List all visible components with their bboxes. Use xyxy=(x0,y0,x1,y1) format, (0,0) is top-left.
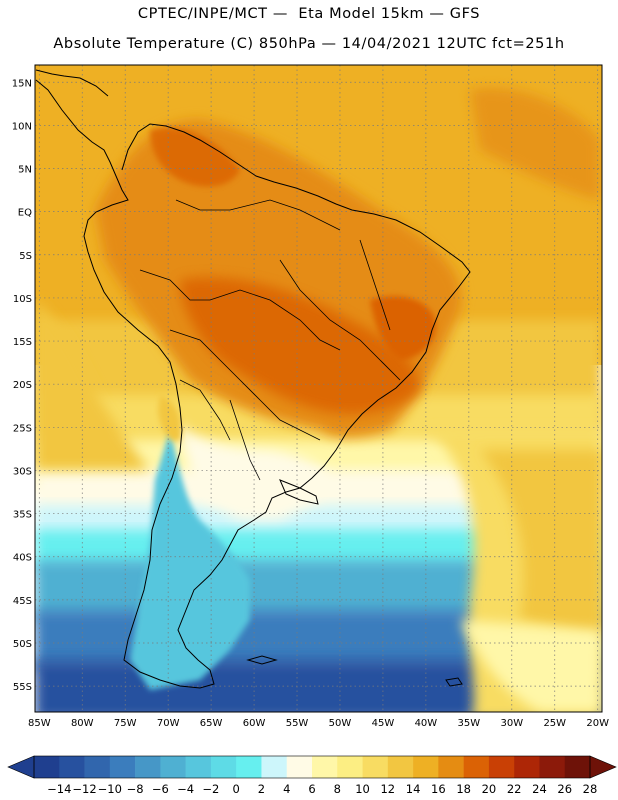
lat-tick-label: 40S xyxy=(13,553,32,564)
colorbar-cell xyxy=(539,756,566,778)
colorbar: −14 −12 −10 −8 −6 −4 −2 0 2 4 6 8 10 12 14 16 18 20 22 24 26… xyxy=(7,755,617,796)
colorbar-high-arrow xyxy=(589,755,617,779)
lat-tick-label: EQ xyxy=(18,208,32,219)
lon-tick-label: 75W xyxy=(114,718,137,729)
lat-tick-label: 35S xyxy=(13,510,32,521)
lon-tick-label: 30W xyxy=(500,718,523,729)
lon-tick-label: 80W xyxy=(71,718,94,729)
lat-tick-label: 50S xyxy=(13,639,32,650)
colorbar-outline xyxy=(33,755,591,779)
temperature-field xyxy=(35,65,602,712)
coastline xyxy=(35,69,471,689)
colorbar-cell xyxy=(286,756,313,778)
colorbar-cell xyxy=(514,756,540,778)
colorbar-tick-label: 2 xyxy=(258,782,265,796)
colorbar-tick-label: −6 xyxy=(152,782,169,796)
lat-tick-label: 45S xyxy=(13,596,32,607)
colorbar-tick-label: 0 xyxy=(233,782,240,796)
colorbar-cell xyxy=(109,756,136,778)
lon-tick-label: 55W xyxy=(286,718,309,729)
colorbar-tick-label: 4 xyxy=(283,782,290,796)
colorbar-tick-label: 24 xyxy=(532,782,547,796)
colorbar-tick-label: 12 xyxy=(380,782,395,796)
lat-tick-label: 55S xyxy=(13,682,32,693)
colorbar-cell xyxy=(362,756,389,778)
colorbar-cell xyxy=(84,756,111,778)
colorbar-cell xyxy=(261,756,288,778)
colorbar-cell xyxy=(337,756,363,778)
colorbar-cell xyxy=(387,756,414,778)
lon-tick-label: 65W xyxy=(200,718,223,729)
lat-tick-label: 10N xyxy=(12,121,32,132)
colorbar-cell xyxy=(34,756,60,778)
map-frame xyxy=(34,64,603,713)
colorbar-tick-label: −14 xyxy=(47,782,71,796)
lat-tick-label: 15S xyxy=(13,337,32,348)
colorbar-cell xyxy=(463,756,490,778)
colorbar-tick-label: 18 xyxy=(456,782,471,796)
colorbar-tick-label: −10 xyxy=(98,782,122,796)
lon-tick-label: 35W xyxy=(458,718,481,729)
lat-tick-label: 5S xyxy=(19,251,32,262)
colorbar-tick-label: 14 xyxy=(406,782,421,796)
colorbar-tick-label: 28 xyxy=(583,782,598,796)
lat-tick-label: 5N xyxy=(18,165,32,176)
temperature-map: 15N 10N 5N EQ 5S 10S 15S 20S 25S 30S 35S 40S 45S 50S 5… xyxy=(12,64,609,729)
colorbar-cell xyxy=(236,756,262,778)
colorbar-tick-label: −4 xyxy=(177,782,194,796)
colorbar-tick-label: −2 xyxy=(202,782,219,796)
colorbar-cell xyxy=(312,756,338,778)
lon-tick-label: 70W xyxy=(157,718,180,729)
colorbar-cell xyxy=(59,756,85,778)
colorbar-tick-label: 16 xyxy=(431,782,446,796)
lon-tick-label: 40W xyxy=(415,718,438,729)
lon-tick-label: 45W xyxy=(372,718,395,729)
country-borders xyxy=(139,199,401,481)
chart-subtitle: Absolute Temperature (C) 850hPa — 14/04/… xyxy=(53,36,565,52)
chart-title: CPTEC/INPE/MCT — Eta Model 15km — GFS xyxy=(137,6,481,22)
colorbar-tick-label: −12 xyxy=(72,782,96,796)
colorbar-cell xyxy=(160,756,186,778)
lat-tick-label: 20S xyxy=(13,380,32,391)
colorbar-tick-label: 26 xyxy=(557,782,572,796)
lon-tick-label: 60W xyxy=(243,718,266,729)
lat-tick-label: 30S xyxy=(13,466,32,477)
lat-tick-label: 15N xyxy=(12,78,32,89)
latitude-labels: 15N 10N 5N EQ 5S 10S 15S 20S 25S 30S 35S 40S 45S 50S 5… xyxy=(12,78,32,693)
colorbar-cell xyxy=(210,756,237,778)
lon-tick-label: 20W xyxy=(586,718,609,729)
colorbar-cell xyxy=(488,756,515,778)
colorbar-cell xyxy=(413,756,439,778)
colorbar-cell xyxy=(135,756,161,778)
lon-tick-label: 25W xyxy=(543,718,566,729)
colorbar-tick-label: −8 xyxy=(127,782,144,796)
lat-lon-grid xyxy=(35,65,602,712)
colorbar-tick-label: 6 xyxy=(308,782,315,796)
colorbar-cell xyxy=(438,756,464,778)
colorbar-tick-label: 22 xyxy=(507,782,522,796)
lat-tick-label: 25S xyxy=(13,423,32,434)
lon-tick-label: 85W xyxy=(28,718,51,729)
lat-tick-label: 10S xyxy=(13,294,32,305)
colorbar-cell xyxy=(185,756,212,778)
colorbar-tick-label: 20 xyxy=(482,782,497,796)
colorbar-cell xyxy=(564,756,591,778)
longitude-labels: 85W 80W 75W 70W 65W 60W 55W 50W 45W 40W 35W 30W 25W 2… xyxy=(28,718,609,729)
colorbar-tick-label: 10 xyxy=(355,782,370,796)
colorbar-tick-label: 8 xyxy=(334,782,341,796)
colorbar-low-arrow xyxy=(7,755,35,779)
lon-tick-label: 50W xyxy=(329,718,352,729)
